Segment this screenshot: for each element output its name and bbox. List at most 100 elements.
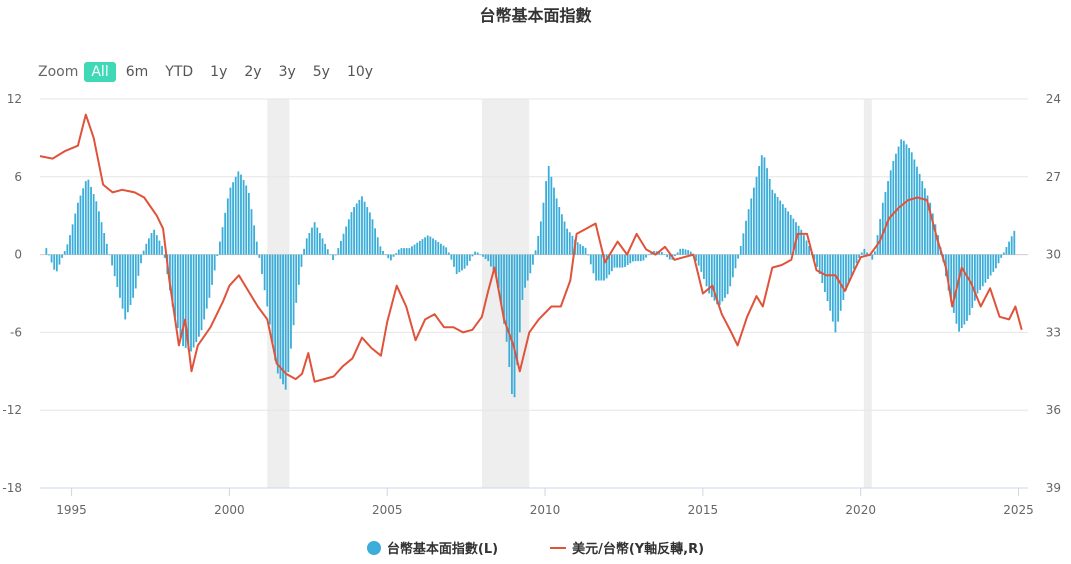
index-bar — [487, 254, 490, 262]
index-bar — [53, 254, 56, 270]
index-bar — [48, 254, 50, 256]
index-bar — [560, 214, 563, 255]
index-bar — [192, 254, 195, 348]
index-bar — [379, 246, 382, 255]
index-bar — [142, 250, 145, 255]
y-right-tick-label: 27 — [1046, 170, 1061, 184]
index-bar — [455, 254, 458, 275]
index-bar — [153, 229, 156, 255]
index-bar — [1000, 254, 1003, 258]
index-bar — [537, 235, 540, 255]
zoom-6m-button[interactable]: 6m — [125, 64, 149, 80]
index-bar — [174, 254, 177, 318]
index-bar — [950, 254, 953, 303]
index-bar — [208, 254, 211, 298]
zoom-2y-button[interactable]: 2y — [244, 64, 262, 80]
index-bar — [355, 203, 358, 255]
index-bar — [55, 254, 58, 272]
index-bar — [587, 254, 590, 256]
index-bar — [603, 254, 605, 281]
index-bar — [847, 254, 850, 284]
zoom-5y-button[interactable]: 5y — [312, 64, 330, 80]
index-bar — [324, 243, 327, 255]
index-bar — [137, 254, 140, 276]
index-bar — [311, 227, 313, 255]
index-bar — [632, 254, 634, 262]
index-bar — [221, 227, 224, 255]
index-bar — [750, 198, 753, 255]
index-bar — [947, 254, 950, 291]
index-bar — [558, 207, 561, 255]
legend-item-index[interactable]: 台幣基本面指數(L) — [366, 538, 498, 557]
index-bar — [989, 254, 992, 276]
x-tick-label: 2005 — [372, 503, 403, 517]
index-bar — [179, 254, 182, 339]
index-bar — [66, 244, 69, 255]
index-bar — [50, 254, 53, 263]
index-bar — [542, 202, 545, 255]
index-bar — [432, 238, 434, 255]
index-bar — [676, 252, 679, 255]
index-bar — [250, 209, 253, 255]
y-right-tick-label: 30 — [1046, 248, 1061, 262]
index-bar — [874, 251, 876, 255]
index-bar — [637, 254, 640, 262]
index-bar — [818, 254, 821, 275]
index-bar — [737, 254, 740, 259]
index-bar — [858, 254, 861, 258]
index-bar — [963, 254, 966, 325]
index-bar — [674, 254, 676, 257]
index-bar — [779, 200, 782, 255]
index-bar — [837, 254, 839, 322]
index-bar — [881, 202, 884, 255]
index-bar — [918, 173, 921, 255]
index-bar — [553, 187, 555, 255]
zoom-all-button[interactable]: All — [84, 62, 116, 82]
index-bar — [69, 235, 71, 255]
index-bar — [297, 254, 300, 285]
index-bar — [374, 228, 377, 255]
index-bar — [313, 222, 316, 255]
index-bar — [45, 248, 48, 255]
index-bar — [571, 235, 574, 255]
index-bar — [447, 252, 450, 255]
zoom-ytd-button[interactable]: YTD — [165, 64, 194, 80]
index-bar — [271, 254, 274, 343]
zoom-1y-button[interactable]: 1y — [210, 64, 228, 80]
index-bar — [358, 199, 361, 255]
index-bar — [368, 212, 371, 255]
index-bar — [1005, 247, 1008, 255]
index-bar — [421, 239, 424, 255]
index-bar — [474, 251, 476, 255]
zoom-3y-button[interactable]: 3y — [278, 64, 296, 80]
index-bar — [376, 237, 379, 255]
index-bar — [408, 248, 411, 255]
index-bar — [684, 249, 687, 255]
index-bar — [700, 254, 703, 272]
index-bar — [345, 226, 348, 255]
index-bar — [290, 254, 292, 349]
index-bar — [74, 213, 77, 255]
index-bar — [347, 219, 350, 255]
index-bar — [511, 254, 513, 394]
index-bar — [852, 254, 855, 270]
index-bar — [429, 236, 432, 255]
index-bar — [100, 222, 103, 255]
index-bar — [442, 245, 445, 255]
index-bar — [784, 207, 787, 255]
index-bar — [923, 188, 926, 255]
index-bar — [416, 242, 419, 255]
chart-title: 台幣基本面指數 — [479, 6, 592, 25]
zoom-10y-button[interactable]: 10y — [346, 64, 374, 80]
index-bar — [887, 181, 889, 255]
index-bar — [303, 248, 305, 255]
index-bar — [626, 254, 629, 266]
index-bar — [781, 204, 784, 255]
legend-item-usdtwd[interactable]: 美元/台幣(Y軸反轉,R) — [550, 538, 704, 557]
index-bar — [647, 254, 650, 256]
index-bar — [645, 254, 647, 258]
legend-bar-swatch — [366, 540, 381, 555]
index-bar — [300, 254, 303, 267]
index-bar — [576, 242, 579, 255]
index-bar — [87, 179, 90, 255]
